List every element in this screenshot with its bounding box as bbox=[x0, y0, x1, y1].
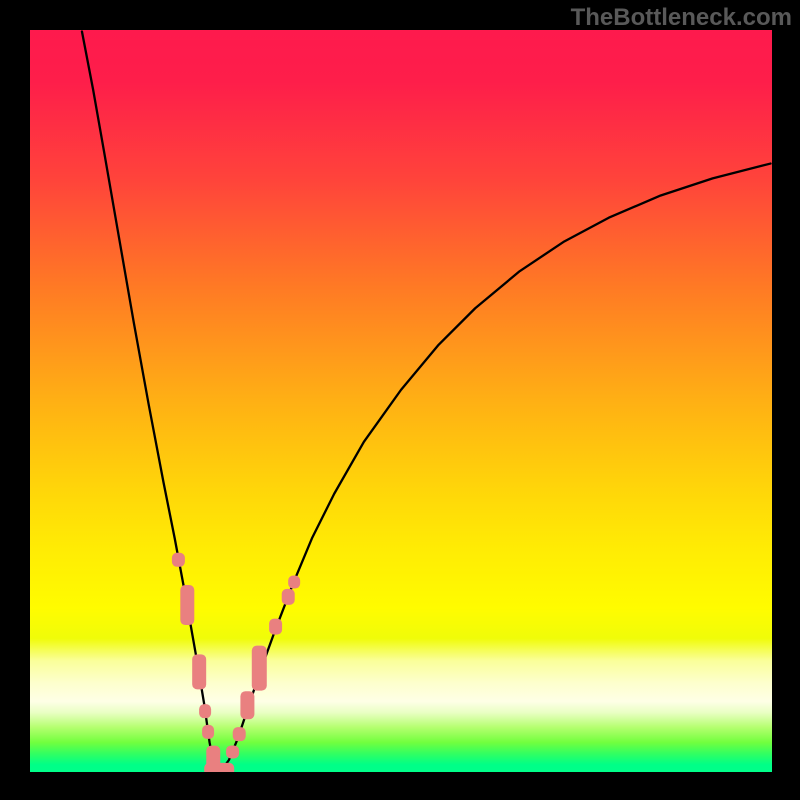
curve-svg bbox=[30, 30, 772, 772]
data-marker bbox=[192, 654, 206, 689]
marker-group bbox=[172, 553, 300, 772]
data-marker bbox=[288, 576, 300, 589]
data-marker bbox=[180, 585, 194, 625]
watermark-text: TheBottleneck.com bbox=[571, 4, 792, 32]
plot-area bbox=[30, 30, 772, 772]
data-marker bbox=[269, 619, 282, 635]
data-marker bbox=[233, 727, 246, 741]
gradient-background bbox=[30, 30, 772, 772]
data-marker bbox=[252, 646, 267, 691]
bottleneck-curve bbox=[82, 31, 771, 769]
data-marker bbox=[206, 746, 220, 769]
data-marker bbox=[199, 704, 211, 718]
data-marker bbox=[226, 745, 239, 758]
data-marker bbox=[172, 553, 185, 567]
chart-container: { "figure": { "width_px": 800, "height_p… bbox=[0, 0, 800, 800]
data-marker bbox=[240, 691, 254, 719]
data-marker bbox=[282, 589, 295, 605]
data-marker bbox=[202, 725, 214, 739]
data-marker bbox=[204, 763, 234, 772]
